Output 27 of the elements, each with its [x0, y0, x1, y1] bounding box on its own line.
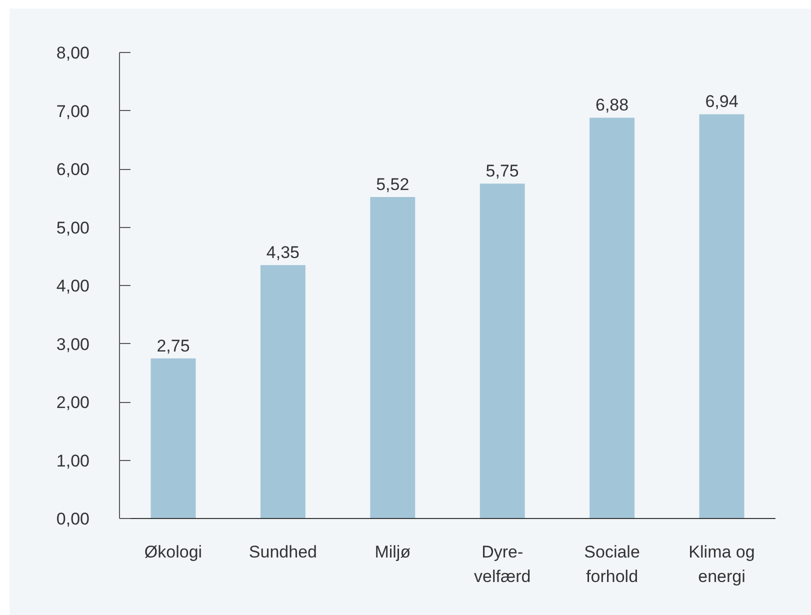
bar — [699, 114, 744, 518]
y-tick-label: 0,00 — [56, 510, 90, 528]
y-tick-label: 1,00 — [56, 451, 90, 470]
data-label: 6,94 — [705, 92, 738, 112]
y-tick-label: 6,00 — [56, 160, 90, 179]
x-tick-label: Klima og energi — [688, 542, 755, 586]
data-label: 6,88 — [596, 96, 629, 115]
x-tick-label: Dyre- velfærd — [474, 542, 531, 586]
y-tick-label: 8,00 — [56, 44, 90, 62]
y-tick-label: 5,00 — [56, 218, 90, 238]
bar — [480, 184, 525, 518]
data-label: 5,75 — [486, 162, 519, 181]
x-tick-label: Sundhed — [248, 542, 317, 562]
data-label: 2,75 — [156, 336, 190, 356]
x-tick-label: Sociale forhold — [584, 542, 640, 586]
y-tick-label: 7,00 — [56, 102, 90, 121]
bar — [260, 265, 306, 518]
x-tick-label: Miljø — [374, 542, 411, 562]
bar — [590, 118, 635, 518]
y-tick-label: 3,00 — [56, 334, 90, 354]
bar — [370, 196, 416, 518]
y-tick-label: 4,00 — [56, 276, 90, 296]
data-label: 5,52 — [376, 174, 410, 194]
bar — [150, 358, 196, 518]
x-tick-label: Økologi — [144, 542, 202, 562]
data-label: 4,35 — [266, 243, 300, 262]
y-tick-label: 2,00 — [56, 393, 90, 412]
